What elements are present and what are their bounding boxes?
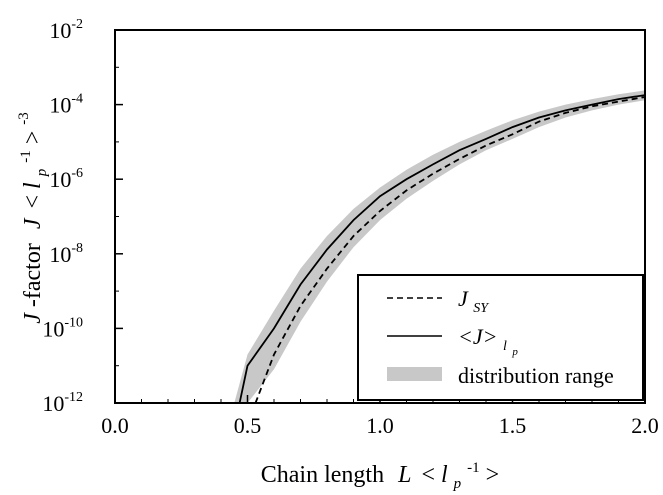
y-tick-label: 10-2 <box>49 17 83 43</box>
y-tick-label: 10-12 <box>42 390 83 416</box>
distribution-band-layer <box>234 90 646 404</box>
legend-label-mean-j: <J> l p <box>458 324 518 358</box>
y-tick-label: 10-10 <box>42 315 83 341</box>
y-tick-label: 10-4 <box>49 92 83 118</box>
legend-item-mean-j: <J> l p <box>387 324 518 358</box>
series-line-layer <box>238 94 646 404</box>
x-axis-label: Chain length L < l p -1 > <box>261 452 499 494</box>
distribution-range-band <box>234 90 646 404</box>
x-tick-label: 0.5 <box>234 413 262 438</box>
x-tick-label: 1.0 <box>366 413 394 438</box>
tick-layer: 0.0 0.5 1.0 1.5 2.0 10-2 10-4 10-6 10-8 10-10 10-1… <box>42 17 658 438</box>
y-axis-label: J -factor J < l p -1 > -3 <box>10 112 52 324</box>
legend-label-distribution-range: distribution range <box>458 363 614 388</box>
x-tick-label: 0.0 <box>101 413 129 438</box>
legend-label-jsy: J SY <box>458 286 490 316</box>
x-tick-label: 1.5 <box>499 413 527 438</box>
y-tick-label: 10-6 <box>49 166 83 192</box>
legend-item-jsy: J SY <box>387 286 490 316</box>
y-tick-label: 10-8 <box>49 241 83 267</box>
legend-item-distribution-range: distribution range <box>387 363 614 388</box>
series-line-jsy <box>254 96 646 404</box>
legend-swatch-band <box>387 367 442 381</box>
x-tick-label: 2.0 <box>631 413 659 438</box>
series-line-mean-j <box>238 94 646 404</box>
legend: J SY <J> l p distribution range <box>357 274 644 401</box>
